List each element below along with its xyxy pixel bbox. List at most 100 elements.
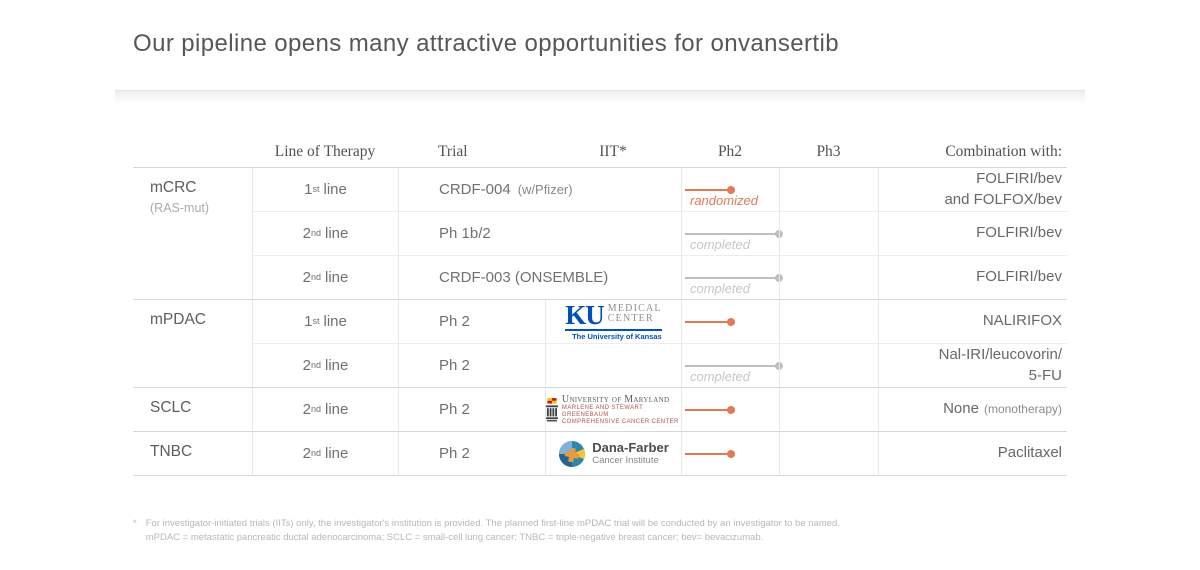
group-note: (RAS-mut)	[150, 201, 210, 215]
combination-text: FOLFIRI/bev	[976, 224, 1062, 242]
phase3-cell	[779, 432, 878, 476]
bar-status-label: randomized	[690, 193, 758, 208]
trial-name: CRDF-003 (ONSEMBLE)	[439, 269, 609, 286]
phase-bar	[685, 318, 735, 326]
therapy-line-word: line	[325, 401, 349, 418]
dfci-circle-icon	[559, 440, 586, 467]
combination-cell: FOLFIRI/bev	[878, 212, 1067, 256]
trial-name: Ph 1b/2	[439, 225, 491, 242]
trial-name: Ph 2	[439, 313, 470, 330]
row-group-label-mcrc: mCRC (RAS-mut)	[133, 168, 252, 300]
iit-cell: Dana-Farber Cancer Institute	[545, 432, 681, 476]
trial-cell: Ph 2	[398, 388, 545, 432]
phase-bar-dot	[727, 406, 735, 414]
combination-text: None	[943, 400, 979, 418]
trial-cell: Ph 2	[398, 432, 545, 476]
ku-medical-center-logo: KU MEDICAL CENTER The University of Kans…	[565, 300, 662, 341]
therapy-line-word: line	[323, 181, 347, 198]
footnote-marker: *	[133, 518, 137, 529]
combination-cell: Nal-IRI/leucovorin/ 5-FU	[878, 344, 1067, 388]
therapy-line-ordinal: nd	[310, 447, 321, 458]
ku-center: CENTER	[607, 312, 654, 324]
therapy-line-ordinal: nd	[310, 359, 321, 370]
combination-text-line2: and FOLFOX/bev	[944, 190, 1062, 208]
combination-note: (monotherapy)	[983, 402, 1062, 417]
column-header-ph3: Ph3	[779, 140, 878, 168]
umd-column-icon	[546, 397, 558, 421]
trial-cell: Ph 1b/2	[398, 212, 681, 256]
footnote-line-2: mPDAC = metastatic pancreatic ductal ade…	[145, 531, 764, 543]
phase-bar	[685, 274, 783, 282]
umd-subline-2: COMPREHENSIVE CANCER CENTER	[561, 418, 679, 425]
dfci-subline: Cancer Institute	[592, 455, 659, 466]
therapy-line-word: line	[325, 225, 349, 242]
trial-cell: CRDF-003 (ONSEMBLE)	[398, 256, 681, 300]
umd-name: University of Maryland	[561, 393, 670, 405]
combination-text: FOLFIRI/bev	[976, 170, 1062, 188]
therapy-line-word: line	[325, 357, 349, 374]
trial-cell: CRDF-004 (w/Pfizer)	[398, 168, 681, 212]
therapy-line-ordinal: nd	[310, 227, 321, 238]
therapy-line-number: 2	[302, 401, 311, 418]
phase2-cell: completed	[681, 344, 783, 388]
column-header-iit: IIT*	[545, 140, 681, 168]
phase-bar	[685, 450, 735, 458]
combination-cell: NALIRIFOX	[878, 300, 1067, 344]
trial-name: Ph 2	[439, 357, 470, 374]
phase-bar	[685, 362, 783, 370]
column-header-empty	[133, 140, 252, 168]
group-name: mCRC	[150, 179, 197, 196]
trial-name: Ph 2	[439, 445, 470, 462]
bar-status-label: completed	[690, 281, 750, 296]
therapy-line-ordinal: st	[312, 315, 320, 326]
combination-text: NALIRIFOX	[982, 312, 1062, 330]
combination-text: Nal-IRI/leucovorin/	[938, 346, 1062, 364]
phase-bar	[685, 406, 735, 414]
phase3-cell	[779, 212, 878, 256]
page-title: Our pipeline opens many attractive oppor…	[133, 30, 839, 57]
phase3-cell	[779, 344, 878, 388]
footnote-line-1: For investigator-initiated trials (IITs)…	[145, 518, 840, 529]
therapy-line-number: 2	[302, 225, 311, 242]
combination-text: FOLFIRI/bev	[976, 268, 1062, 286]
column-header-line-of-therapy: Line of Therapy	[252, 140, 398, 168]
footnote-text: For investigator-initiated trials (IITs)…	[146, 517, 840, 544]
phase2-cell	[681, 432, 779, 476]
umd-subline-1: MARLENE AND STEWART GREENEBAUM	[561, 404, 644, 418]
phase3-cell	[779, 256, 878, 300]
trial-cell: Ph 2	[398, 344, 545, 388]
bar-status-label: completed	[690, 237, 750, 252]
title-divider	[115, 90, 1085, 91]
phase3-cell	[779, 168, 878, 212]
ku-mark: KU	[565, 300, 604, 330]
phase-bar	[685, 230, 783, 238]
phase-bar-dot	[727, 186, 735, 194]
row-group-label-sclc: SCLC	[133, 388, 252, 432]
therapy-line-word: line	[325, 445, 349, 462]
footnote: * For investigator-initiated trials (IIT…	[133, 517, 1053, 544]
group-name: SCLC	[150, 399, 192, 416]
iit-cell	[545, 344, 681, 388]
column-header-combination: Combination with:	[878, 140, 1067, 168]
therapy-line-number: 2	[302, 445, 311, 462]
ku-medical: MEDICAL	[607, 302, 662, 314]
group-name: TNBC	[150, 443, 193, 460]
dfci-name: Dana-Farber	[592, 440, 669, 455]
combination-text-line2: 5-FU	[1028, 366, 1062, 384]
university-of-maryland-logo: University of Maryland MARLENE AND STEWA…	[546, 394, 681, 426]
therapy-line-ordinal: st	[312, 183, 320, 194]
trial-name: Ph 2	[439, 401, 470, 418]
phase-bar-dot	[727, 318, 735, 326]
phase2-cell: completed	[681, 212, 783, 256]
pipeline-table: Line of Therapy Trial IIT* Ph2 Ph3 Combi…	[133, 140, 1067, 476]
phase-bar	[685, 186, 735, 194]
row-group-label-mpdac: mPDAC	[133, 300, 252, 388]
therapy-line-number: 1	[304, 313, 313, 330]
